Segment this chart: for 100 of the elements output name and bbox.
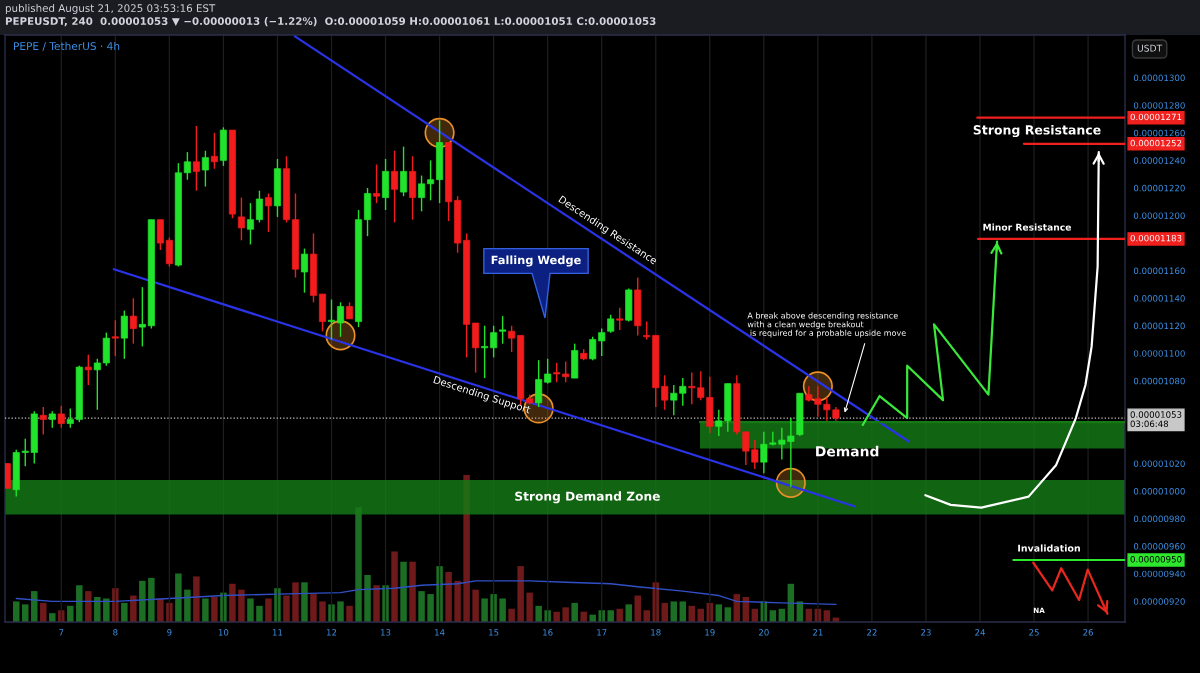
x-tick-label: 9 [167, 629, 172, 636]
x-tick-label: 24 [975, 629, 985, 636]
candlestick [391, 150, 399, 224]
candlestick [201, 150, 209, 188]
bar [418, 591, 425, 622]
candlestick [93, 358, 101, 411]
y-tick-label: 0.00001280 [1133, 102, 1185, 109]
candlestick [418, 174, 426, 213]
x-tick-label: 19 [705, 629, 715, 636]
candlestick [120, 309, 128, 360]
bar [670, 601, 677, 622]
bar [499, 598, 506, 622]
bar [76, 585, 83, 622]
candlestick [192, 125, 200, 192]
candlestick [57, 404, 65, 429]
bar [364, 574, 371, 622]
candlestick [508, 325, 516, 353]
candlestick [264, 192, 272, 233]
bar [229, 583, 236, 622]
bar [679, 601, 687, 622]
candlestick [499, 315, 507, 345]
data-label: 0.00000950 [1130, 555, 1182, 563]
x-tick-label: 25 [1029, 629, 1039, 636]
x-tick-label: 7 [59, 629, 64, 636]
bar [625, 604, 632, 622]
bar [373, 585, 380, 622]
bar [301, 582, 308, 622]
x-tick-label: 12 [326, 629, 337, 636]
x-tick-label: 16 [543, 629, 553, 636]
y-tick-label: 0.00001160 [1133, 267, 1185, 275]
data-label: 0.00001271 [1130, 113, 1182, 121]
y-tick-label: 0.00001000 [1133, 487, 1185, 495]
bar [175, 573, 182, 622]
candlestick [598, 327, 606, 357]
bar [31, 591, 38, 622]
candlestick [165, 236, 173, 268]
bar [553, 611, 560, 622]
candlestick [373, 163, 381, 204]
candlestick [183, 151, 191, 181]
y-tick-label: 0.00000940 [1133, 570, 1185, 578]
bar [40, 602, 47, 622]
bar [454, 580, 461, 622]
y-tick-label: 0.00000920 [1133, 598, 1185, 605]
data-label: 0.00001183 [1130, 234, 1182, 242]
candlestick [255, 190, 263, 224]
bar [346, 605, 353, 622]
candlestick [246, 202, 254, 246]
annotation: Minor Resistance [983, 223, 1071, 231]
candlestick [138, 286, 146, 348]
bar [580, 611, 587, 622]
y-tick-label: 0.00001120 [1133, 322, 1185, 330]
candlestick [66, 407, 74, 429]
bar [643, 610, 650, 622]
bar [94, 597, 101, 622]
bar [535, 605, 542, 622]
candlestick [535, 359, 543, 408]
x-tick-label: 23 [921, 629, 931, 636]
x-tick-label: 14 [435, 629, 445, 636]
bar [22, 604, 29, 622]
bar [310, 594, 317, 622]
bar [292, 582, 299, 622]
bar [85, 591, 92, 622]
x-tick-label: 8 [113, 629, 118, 636]
y-tick-label: 0.00000960 [1133, 543, 1185, 550]
bar [517, 566, 524, 622]
x-tick-label: 18 [651, 629, 661, 636]
candlestick [490, 325, 498, 359]
x-tick-label: 17 [597, 629, 607, 636]
bar [319, 601, 326, 622]
candlestick [562, 360, 570, 383]
x-tick-label: 22 [867, 629, 877, 636]
x-tick-label: 13 [381, 629, 391, 636]
bar [13, 601, 20, 622]
y-tick-label: 0.00001080 [1133, 377, 1185, 385]
bar [634, 595, 641, 622]
ref-line-label: 0.00001053 03:06:48 [1130, 411, 1182, 428]
bar [130, 595, 137, 622]
bar [157, 598, 164, 622]
candlestick [427, 159, 435, 202]
bar [472, 589, 479, 622]
x-tick-label: 21 [813, 629, 823, 636]
bar [238, 589, 245, 622]
bar [445, 572, 452, 622]
candlestick [39, 406, 47, 436]
y-tick-label: 0.00001100 [1133, 350, 1185, 357]
candlestick [400, 145, 408, 197]
candlestick [616, 307, 624, 331]
band-label: Strong Demand Zone [515, 491, 660, 504]
bar [121, 602, 128, 622]
bar [562, 607, 569, 622]
bar [391, 551, 398, 622]
candlestick [111, 319, 119, 357]
bar [337, 601, 344, 622]
y-tick-label: 0.00001220 [1133, 184, 1185, 192]
x-tick-label: 10 [218, 629, 229, 636]
data-label: 0.00001252 [1130, 139, 1182, 147]
bar [202, 598, 209, 622]
y-tick-label: 0.00001140 [1133, 295, 1185, 302]
chart-subtitle: PEPEUSDT, 240 0.00001053 ▼ −0.00000013 (−1.22%) O:0.00001059 H:0.00001061 L:0.00001051 C:0.00001053 [5, 17, 656, 27]
x-tick-label: 15 [489, 629, 499, 636]
